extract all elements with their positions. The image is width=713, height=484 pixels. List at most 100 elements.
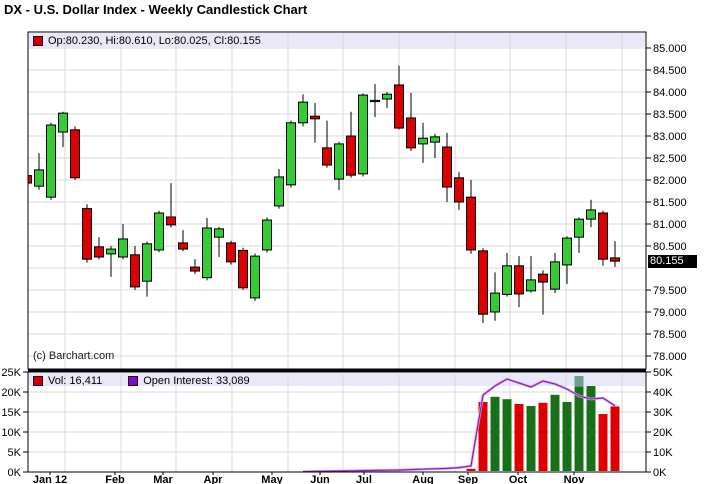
volume-legend: Vol: 16,411 Open Interest: 33,089: [33, 375, 250, 387]
price-axis-label: 83.500: [653, 109, 687, 121]
price-axis-label: 80.500: [653, 241, 687, 253]
candle-body: [226, 242, 236, 263]
volume-bar-highlight: [574, 376, 584, 387]
axes: 85.000 84.500 84.000 83.500 83.000 82.500 82.0…: [1, 43, 686, 484]
candle-body: [274, 176, 284, 207]
x-axis-label: Sep: [458, 474, 478, 484]
volume-bar: [610, 406, 620, 471]
candle-body: [442, 146, 452, 188]
open-interest-swatch-icon: [128, 376, 139, 386]
watermark: (c) Barchart.com: [33, 350, 115, 362]
volume-axis-label: 15K: [1, 407, 21, 419]
volume-bar: [466, 468, 476, 471]
oi-axis-label: 50K: [653, 367, 673, 379]
panel-divider: [28, 369, 646, 372]
candle-body: [526, 279, 536, 292]
x-axis-label: Aug: [412, 474, 433, 484]
candle-body: [430, 136, 440, 143]
volume-axis-label: 20K: [1, 387, 21, 399]
price-axis-label: 79.000: [653, 307, 687, 319]
candle-body: [310, 115, 320, 120]
x-axis-label: Jul: [356, 474, 372, 484]
candle-body: [466, 196, 476, 251]
volume-bar: [598, 414, 608, 471]
candle-body: [562, 237, 572, 266]
candle-body: [214, 228, 224, 238]
candle-body: [202, 227, 212, 279]
candle-body: [598, 212, 608, 260]
candle-body: [28, 175, 32, 184]
price-axis-label: 81.000: [653, 219, 687, 231]
candle-body: [370, 99, 380, 103]
price-axis-label: 84.000: [653, 87, 687, 99]
candle-body: [178, 242, 188, 250]
price-axis-label: 78.000: [653, 351, 687, 363]
candle-body: [610, 257, 620, 262]
volume-bar: [538, 402, 548, 471]
candle-body: [70, 129, 80, 179]
candle-body: [46, 124, 56, 198]
volume-bar: [490, 396, 500, 471]
price-axis-label: 79.500: [653, 285, 687, 297]
candle-body: [142, 243, 152, 282]
candle-body: [454, 177, 464, 203]
candle-body: [406, 117, 416, 149]
open-interest-line: [302, 378, 616, 472]
x-axis-label: Jun: [310, 474, 330, 484]
candle-body: [550, 261, 560, 290]
oi-axis-label: 20K: [653, 427, 673, 439]
oi-axis-label: 10K: [653, 447, 673, 459]
x-axis-label: Apr: [204, 474, 224, 484]
candle-body: [190, 266, 200, 272]
volume-bar: [478, 402, 488, 471]
x-axis-label: Jan 12: [33, 474, 67, 484]
candle-body: [130, 254, 140, 288]
volume-legend-strip: [29, 373, 645, 386]
candle-body: [478, 250, 488, 315]
price-axis-label: 81.500: [653, 197, 687, 209]
open-interest-legend: Open Interest: 33,089: [128, 375, 250, 387]
x-axis-label: Oct: [509, 474, 528, 484]
candle-body: [382, 93, 392, 100]
open-interest-legend-text: Open Interest: 33,089: [143, 375, 250, 387]
page-title: DX - U.S. Dollar Index - Weekly Candlest…: [4, 2, 308, 17]
volume-legend-swatch-icon: [33, 376, 43, 386]
candle-body: [514, 265, 524, 295]
candle-body: [502, 265, 512, 295]
candle-body: [118, 238, 128, 258]
candle-body: [346, 135, 356, 176]
candle-body: [286, 122, 296, 186]
volume-axis-label: 10K: [1, 427, 21, 439]
candle-body: [574, 218, 584, 238]
price-legend: Op:80.230, Hi:80.610, Lo:80.025, Cl:80.1…: [33, 35, 261, 47]
volume-bar: [550, 394, 560, 471]
candle-body: [298, 101, 308, 124]
candle-body: [262, 219, 272, 251]
volume-axis-label: 0K: [8, 467, 22, 479]
candle-body: [322, 147, 332, 166]
price-axis-label: 85.000: [653, 43, 687, 55]
x-axis-label: Nov: [564, 474, 586, 484]
candle-body: [250, 255, 260, 299]
volume-bar: [514, 404, 524, 471]
price-axis-label: 82.500: [653, 153, 687, 165]
volume-bar: [562, 402, 572, 471]
volume-bar: [574, 376, 584, 471]
ohlc-legend-swatch-icon: [33, 36, 43, 46]
candle-body: [538, 273, 548, 283]
x-axis-label: Feb: [105, 474, 125, 484]
candle-body: [94, 246, 104, 258]
candle-body: [358, 94, 368, 175]
price-axis-label: 83.000: [653, 131, 687, 143]
volume-axis-label: 25K: [1, 367, 21, 379]
candle-body: [586, 209, 596, 220]
candle-body: [82, 208, 92, 260]
candle-body: [34, 169, 44, 187]
volume-bar: [526, 406, 536, 471]
ohlc-legend-text: Op:80.230, Hi:80.610, Lo:80.025, Cl:80.1…: [48, 35, 261, 47]
candle-body: [334, 143, 344, 180]
candle-body: [490, 292, 500, 313]
candle-body: [418, 137, 428, 145]
